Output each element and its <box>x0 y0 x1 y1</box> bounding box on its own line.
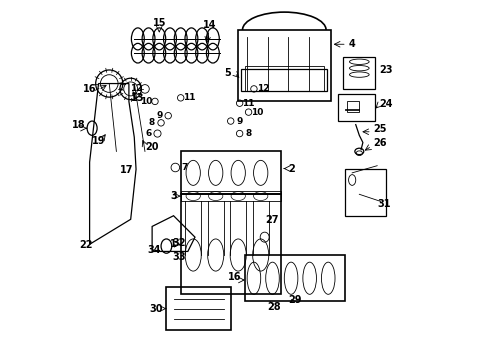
Text: 8: 8 <box>149 118 155 127</box>
Text: 12: 12 <box>130 84 142 93</box>
Text: 23: 23 <box>379 65 392 75</box>
Text: 24: 24 <box>379 99 392 109</box>
Text: 9: 9 <box>156 111 163 120</box>
Text: 34: 34 <box>147 245 161 255</box>
Text: 18: 18 <box>72 120 86 130</box>
Text: 2: 2 <box>288 163 294 174</box>
Text: 29: 29 <box>288 295 302 305</box>
Text: 16: 16 <box>228 272 242 282</box>
Text: 17: 17 <box>121 165 134 175</box>
Text: 25: 25 <box>373 124 387 134</box>
Text: 33: 33 <box>172 252 186 262</box>
Text: 27: 27 <box>265 215 278 225</box>
Text: 13: 13 <box>131 93 145 103</box>
Text: 12: 12 <box>257 84 269 93</box>
Text: 3: 3 <box>171 191 177 201</box>
Text: 1: 1 <box>171 239 177 249</box>
Text: 10: 10 <box>251 108 264 117</box>
Text: 28: 28 <box>267 302 280 312</box>
Text: 11: 11 <box>183 93 196 102</box>
Text: 32: 32 <box>172 238 186 248</box>
Text: 14: 14 <box>202 20 216 30</box>
Text: 20: 20 <box>145 141 158 152</box>
Text: 11: 11 <box>243 99 255 108</box>
Text: 8: 8 <box>245 129 252 138</box>
Text: 5: 5 <box>224 68 231 78</box>
Text: 4: 4 <box>348 39 355 49</box>
Text: 26: 26 <box>373 138 387 148</box>
Text: 6: 6 <box>146 129 152 138</box>
Text: 7: 7 <box>181 163 188 172</box>
Text: 31: 31 <box>377 199 391 209</box>
Text: 16: 16 <box>83 85 97 94</box>
Text: 9: 9 <box>237 117 243 126</box>
Text: 10: 10 <box>140 97 152 106</box>
Text: 19: 19 <box>92 136 105 146</box>
Text: 30: 30 <box>149 303 163 314</box>
Text: 15: 15 <box>152 18 166 28</box>
Text: 22: 22 <box>79 240 93 250</box>
